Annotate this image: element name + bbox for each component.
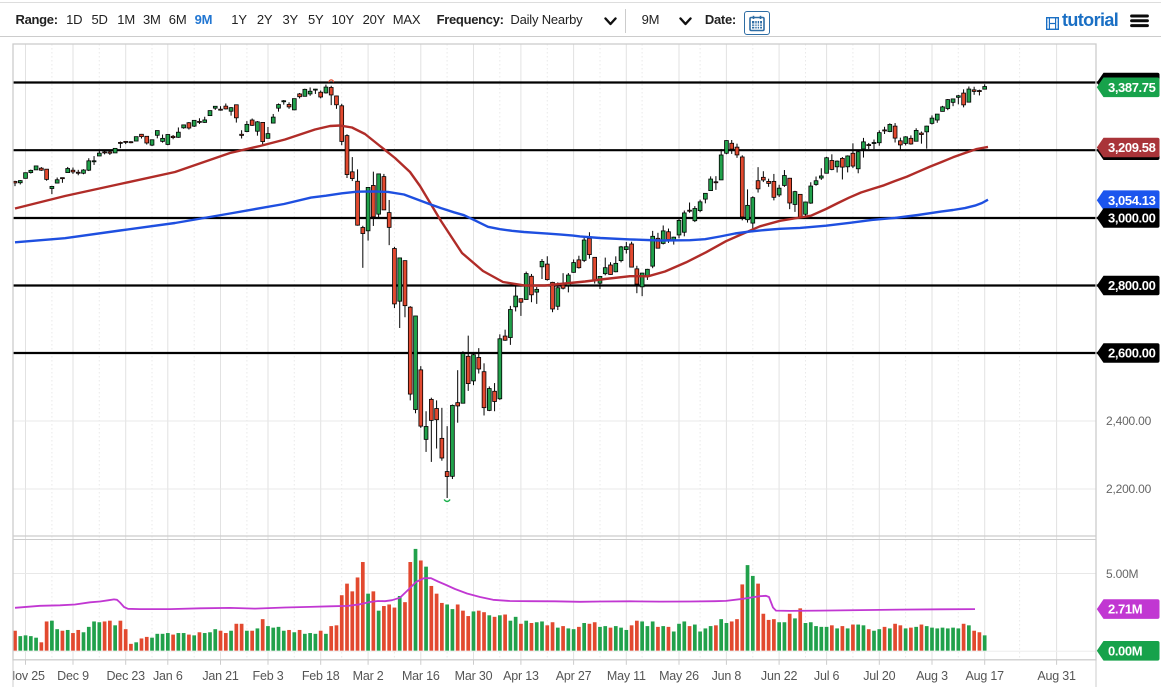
svg-text:Mar 16: Mar 16 — [402, 669, 440, 683]
svg-text:3,387.75: 3,387.75 — [1108, 80, 1156, 95]
svg-text:May 11: May 11 — [607, 669, 646, 683]
svg-text:Jun 22: Jun 22 — [761, 669, 798, 683]
svg-text:0.00M: 0.00M — [1108, 643, 1142, 658]
svg-text:2,200.00: 2,200.00 — [1106, 482, 1152, 496]
svg-text:Aug 31: Aug 31 — [1037, 669, 1076, 683]
svg-text:Jul 6: Jul 6 — [814, 669, 840, 683]
svg-text:Mar 2: Mar 2 — [353, 669, 384, 683]
svg-text:Aug 3: Aug 3 — [916, 669, 948, 683]
svg-text:Jan 21: Jan 21 — [202, 669, 239, 683]
svg-text:Apr 27: Apr 27 — [556, 669, 592, 683]
svg-text:Feb 3: Feb 3 — [253, 669, 284, 683]
svg-text:2,400.00: 2,400.00 — [1106, 414, 1152, 428]
svg-text:Nov 25: Nov 25 — [6, 669, 45, 683]
svg-text:Feb 18: Feb 18 — [302, 669, 340, 683]
svg-text:3,000.00: 3,000.00 — [1108, 211, 1156, 226]
svg-text:3,054.13: 3,054.13 — [1108, 193, 1156, 208]
svg-text:Aug 17: Aug 17 — [965, 669, 1004, 683]
svg-text:2.71M: 2.71M — [1108, 602, 1142, 617]
svg-text:5.00M: 5.00M — [1106, 567, 1139, 581]
svg-text:Mar 30: Mar 30 — [455, 669, 493, 683]
svg-text:Dec 9: Dec 9 — [57, 669, 89, 683]
svg-text:Jun 8: Jun 8 — [712, 669, 742, 683]
svg-text:Jan 6: Jan 6 — [153, 669, 183, 683]
svg-text:Apr 13: Apr 13 — [503, 669, 539, 683]
svg-text:2,600.00: 2,600.00 — [1108, 346, 1156, 361]
svg-text:May 26: May 26 — [659, 669, 699, 683]
svg-text:3,209.58: 3,209.58 — [1108, 140, 1156, 155]
svg-text:2,800.00: 2,800.00 — [1108, 278, 1156, 293]
svg-text:Jul 20: Jul 20 — [863, 669, 895, 683]
svg-text:Dec 23: Dec 23 — [106, 669, 145, 683]
